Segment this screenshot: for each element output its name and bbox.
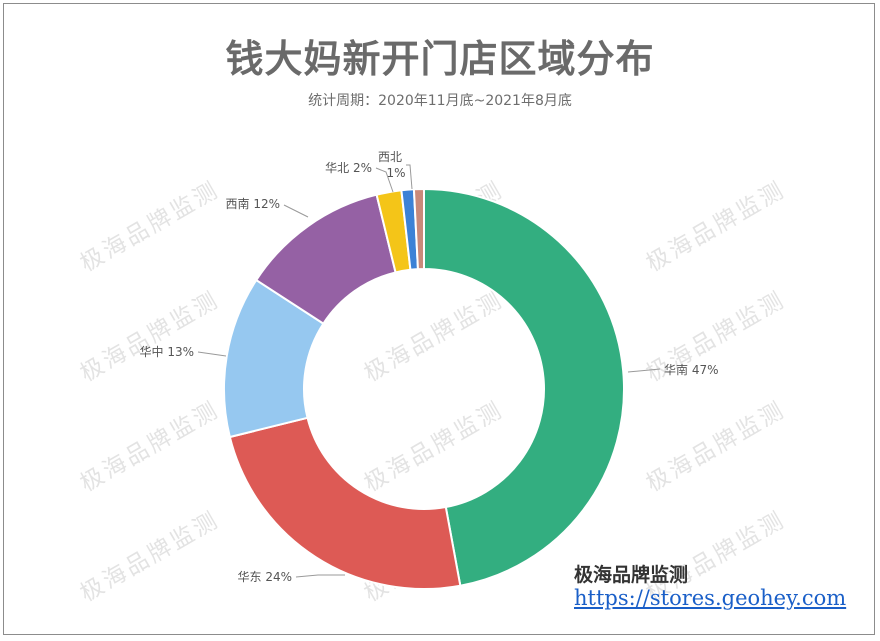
leader-line — [375, 167, 394, 193]
slice-label: 华中 13% — [140, 344, 195, 359]
leader-line — [627, 368, 661, 373]
watermark: 极海品牌监测 — [76, 397, 224, 498]
donut-slices — [223, 187, 625, 590]
watermark: 极海品牌监测 — [360, 397, 508, 498]
slice-label: 1% — [386, 166, 405, 180]
leader-line — [283, 204, 309, 218]
watermark: 极海品牌监测 — [642, 397, 790, 498]
slice-7-其他 — [412, 187, 425, 271]
slice-2-华东 — [228, 416, 462, 590]
watermark: 极海品牌监测 — [76, 507, 224, 608]
slice-label: 华南 47% — [664, 362, 719, 377]
slice-labels: 华南 47% 华东 24% 华中 13% 西南 12% 华北 2% 西北 1% — [140, 150, 719, 584]
watermark: 极海品牌监测 — [642, 177, 790, 278]
slice-label: 西南 12% — [226, 196, 281, 211]
slice-1-华南 — [423, 187, 625, 587]
leader-line — [197, 351, 227, 357]
slice-label: 西北 — [378, 150, 402, 164]
slice-label: 华北 2% — [325, 161, 372, 175]
watermark: 极海品牌监测 — [76, 287, 224, 388]
watermark: 极海品牌监测 — [76, 177, 224, 278]
chart-subtitle: 统计周期：2020年11月底~2021年8月底 — [308, 93, 572, 109]
chart-title: 钱大妈新开门店区域分布 — [225, 36, 655, 81]
brand-name: 极海品牌监测 — [574, 564, 689, 586]
watermark: 极海品牌监测 — [360, 287, 508, 388]
brand-url-link[interactable]: https://stores.geohey.com — [574, 586, 847, 610]
leader-line — [406, 164, 413, 190]
chart-frame — [3, 3, 875, 635]
slice-label: 华东 24% — [238, 570, 293, 584]
leader-line — [295, 574, 345, 578]
